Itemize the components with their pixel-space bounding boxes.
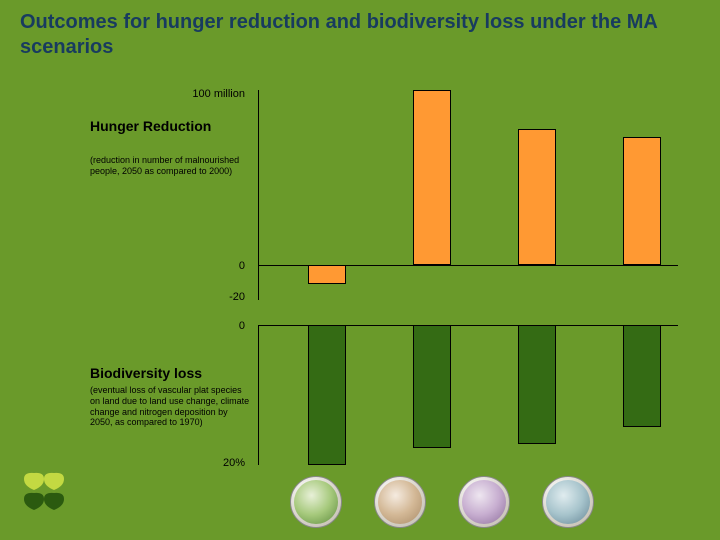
scenario-icon [374, 476, 426, 528]
slide-title: Outcomes for hunger reduction and biodiv… [20, 10, 700, 60]
hunger-subtitle: (reduction in number of malnourished peo… [90, 155, 250, 177]
bio-bar [623, 325, 661, 427]
bio-ylabel-bottom: 20% [200, 457, 245, 469]
bio-axis [258, 325, 259, 465]
bio-subtitle: (eventual loss of vascular plat species … [90, 385, 250, 428]
bio-bar [308, 325, 346, 465]
hunger-bar [518, 129, 556, 266]
hunger-ylabel-bottom: -20 [200, 291, 245, 303]
scenario-icon [542, 476, 594, 528]
hunger-title: Hunger Reduction [90, 118, 211, 134]
hunger-bar [623, 137, 661, 265]
bio-ylabel-zero: 0 [200, 320, 245, 332]
hunger-ylabel-top: 100 million [170, 88, 245, 100]
bio-bar [413, 325, 451, 448]
slide: Outcomes for hunger reduction and biodiv… [0, 0, 720, 540]
hunger-axis [258, 90, 259, 300]
hunger-bar [308, 265, 346, 284]
scenario-icon [290, 476, 342, 528]
scenario-icons [290, 476, 594, 528]
hunger-chart [258, 90, 678, 300]
hunger-ylabel-zero: 0 [200, 260, 245, 272]
bio-chart [258, 325, 678, 465]
bio-bar [518, 325, 556, 444]
scenario-icon [458, 476, 510, 528]
bio-title: Biodiversity loss [90, 365, 202, 381]
hunger-bar [413, 90, 451, 265]
logo-icon [20, 470, 70, 520]
